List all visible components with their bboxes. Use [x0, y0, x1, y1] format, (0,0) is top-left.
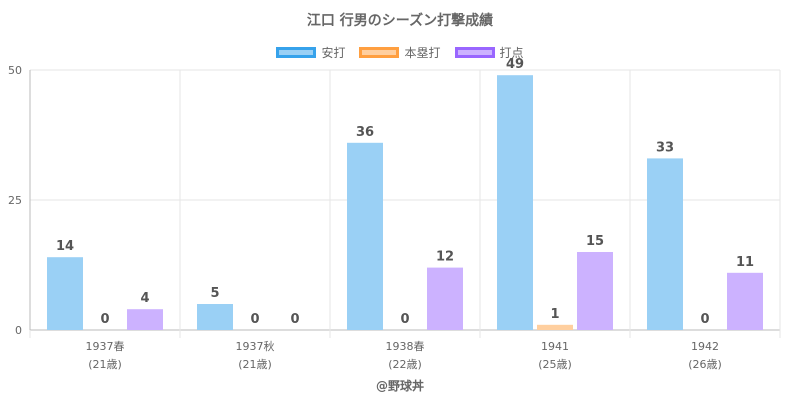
bar-安打-1938春: [347, 142, 383, 330]
y-tick-label: 25: [8, 194, 22, 207]
data-label: 15: [586, 234, 604, 249]
legend-swatch-homeruns: [359, 47, 400, 58]
bar-安打-1942: [647, 158, 683, 330]
data-label: 36: [356, 125, 374, 140]
legend-swatch-rbi: [454, 47, 495, 58]
x-tick-sublabel: (25歳): [538, 358, 572, 371]
x-tick-label: 1938春: [386, 340, 425, 353]
bar-打点-1941: [577, 252, 613, 330]
chart-title: 江口 行男のシーズン打撃成績: [306, 13, 494, 29]
legend-label-rbi: 打点: [499, 46, 524, 60]
legend-item-rbi[interactable]: 打点: [454, 44, 524, 61]
legend-item-homeruns[interactable]: 本塁打: [359, 44, 441, 61]
legend-item-hits[interactable]: 安打: [276, 44, 345, 61]
bar-安打-1941: [497, 75, 533, 330]
x-tick-label: 1941: [541, 340, 569, 353]
legend-label-homeruns: 本塁打: [404, 46, 441, 60]
x-tick-label: 1937春: [86, 340, 125, 353]
x-tick-sublabel: (26歳): [688, 358, 722, 371]
x-tick-label: 1937秋: [236, 339, 275, 353]
bar-安打-1937春: [47, 257, 83, 330]
x-tick-sublabel: (21歳): [88, 358, 122, 371]
bar-安打-1937秋: [197, 304, 233, 330]
x-tick-sublabel: (21歳): [238, 358, 272, 371]
data-label: 5: [210, 286, 219, 301]
bar-本塁打-1941: [537, 324, 573, 330]
data-label: 0: [250, 312, 259, 327]
data-label: 49: [506, 57, 524, 72]
x-tick-label: 1942: [691, 340, 719, 353]
legend-swatch-hits: [276, 47, 317, 58]
data-label: 11: [736, 255, 754, 270]
y-tick-label: 50: [8, 64, 22, 77]
data-label: 4: [140, 291, 149, 306]
data-label: 0: [400, 312, 409, 327]
credit-label: @野球丼: [375, 379, 424, 393]
legend: 安打 本塁打 打点: [0, 44, 800, 61]
bar-打点-1937春: [127, 309, 163, 330]
data-label: 0: [100, 312, 109, 327]
data-label: 0: [290, 312, 299, 327]
data-label: 0: [700, 312, 709, 327]
x-tick-sublabel: (22歳): [388, 358, 422, 371]
bar-打点-1942: [727, 272, 763, 330]
y-tick-label: 0: [15, 324, 22, 337]
data-label: 14: [56, 239, 74, 254]
legend-label-hits: 安打: [321, 46, 346, 60]
data-label: 1: [550, 307, 559, 322]
bar-打点-1938春: [427, 267, 463, 330]
data-label: 12: [436, 250, 454, 265]
data-label: 33: [656, 140, 674, 155]
